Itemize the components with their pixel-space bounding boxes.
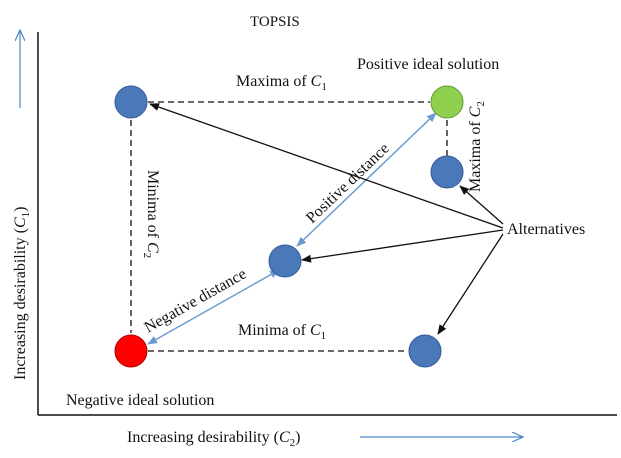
maxima-c1-label: Maxima of C1 — [236, 73, 327, 93]
x-axis-label: Increasing desirability (C2) — [127, 429, 300, 449]
positive-ideal-label: Positive ideal solution — [357, 56, 499, 73]
alt-arrow-center — [301, 229, 504, 263]
y-axis-label: Increasing desirability (C1) — [12, 207, 32, 380]
negative-ideal-point — [114, 334, 148, 368]
negative-distance-line — [147, 269, 280, 345]
negative-ideal-label: Negative ideal solution — [66, 392, 214, 409]
negative-distance-label: Negative distance — [142, 265, 250, 336]
alternative-point-top-left — [114, 85, 148, 119]
alt-arrow-bottom — [437, 233, 504, 335]
maxima-c2-label: Maxima of C2 — [467, 101, 487, 192]
alternative-point-bottom — [408, 334, 442, 368]
alternatives-label: Alternatives — [507, 221, 585, 238]
alternative-point-right — [430, 155, 464, 189]
positive-distance-label: Positive distance — [303, 140, 393, 227]
alt-arrow-top-left — [149, 103, 504, 229]
diagram-title: TOPSIS — [250, 14, 300, 30]
alternative-point-center — [268, 244, 302, 278]
alt-arrow-right — [459, 185, 504, 225]
minima-c2-label: Minima of C2 — [141, 170, 161, 258]
minima-c1-label: Minima of C1 — [238, 322, 326, 342]
positive-ideal-point — [430, 85, 464, 119]
